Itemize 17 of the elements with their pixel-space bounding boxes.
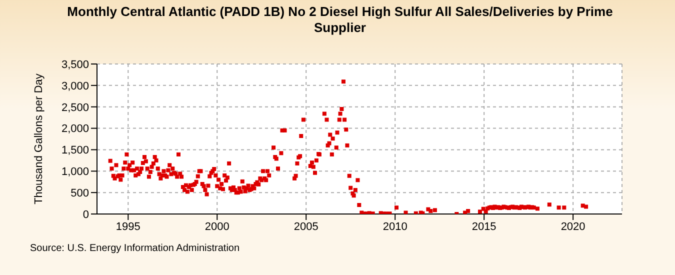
y-tick-label: 3,500 <box>61 58 89 71</box>
source-note: Source: U.S. Energy Information Administration <box>30 243 240 254</box>
x-tick-label: 2010 <box>382 220 408 233</box>
y-tick-label: 1,000 <box>61 166 89 178</box>
x-tick-label: 2005 <box>294 220 318 233</box>
y-tick-label: 1,500 <box>61 144 89 157</box>
y-tick-label: 3,000 <box>61 80 89 92</box>
y-tick-label: 2,500 <box>61 102 89 114</box>
y-tick-label: 2,000 <box>61 123 89 136</box>
x-tick-label: 2015 <box>472 220 496 233</box>
x-tick-label: 2020 <box>560 220 586 233</box>
y-axis-title: Thousand Gallons per Day <box>32 73 45 204</box>
x-tick-label: 1995 <box>116 220 140 233</box>
chart-title: Monthly Central Atlantic (PADD 1B) No 2 Diesel High Sulfur All Sales/Deliveries by Prime Supplier <box>66 4 614 36</box>
y-tick-label: 0 <box>82 208 89 221</box>
y-tick-label: 500 <box>70 187 89 200</box>
x-tick-label: 2000 <box>204 220 230 233</box>
